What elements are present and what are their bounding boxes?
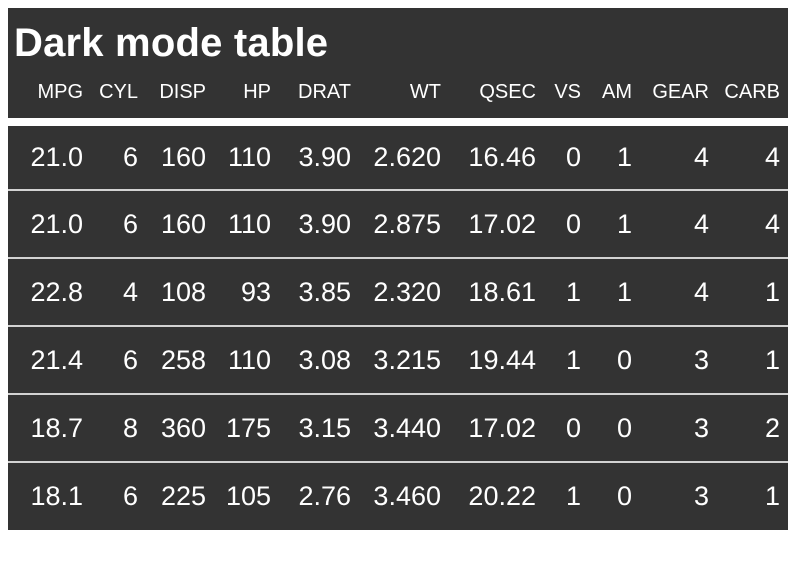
cell-hp: 110 [227,142,271,172]
table-row: 18.7 8 360 175 3.15 3.440 17.02 0 0 3 2 [8,393,788,462]
header-row: MPG CYL DISP HP DRAT WT QSEC VS AM GEAR CARB [8,68,788,126]
cell-hp: 175 [218,393,283,462]
cell-vs: 1 [548,461,593,530]
cell-mpg: 21.4 [8,325,95,394]
table-row: 18.1 6 225 105 2.76 3.460 20.22 1 0 3 1 [8,461,788,530]
cell-cyl: 6 [122,142,138,172]
cell-wt: 2.320 [363,257,453,326]
column-header-cyl: CYL [95,68,150,126]
cell-hp: 110 [218,189,283,258]
cell-wt: 2.620 [373,142,441,172]
cell-mpg: 18.7 [8,393,95,462]
column-header-disp: DISP [150,68,218,126]
cell-disp: 225 [150,461,218,530]
cell-vs: 0 [548,393,593,462]
cell-disp: 360 [150,393,218,462]
cell-am: 0 [593,461,644,530]
cell-qsec: 16.46 [468,142,536,172]
cell-carb: 1 [721,257,788,326]
cell-carb: 1 [721,325,788,394]
cell-qsec: 19.44 [453,325,548,394]
data-table: MPG CYL DISP HP DRAT WT QSEC VS AM GEAR CARB 21.0 6 1… [8,68,788,530]
cell-cyl: 6 [95,325,150,394]
cell-am: 0 [593,393,644,462]
cell-wt: 3.440 [363,393,453,462]
cell-drat: 3.90 [283,189,363,258]
column-header-vs: VS [548,68,593,126]
cell-hp: 105 [218,461,283,530]
cell-qsec: 18.61 [453,257,548,326]
cell-disp: 160 [160,142,206,172]
cell-cyl: 6 [95,461,150,530]
column-header-mpg: MPG [8,68,95,126]
cell-carb: 4 [721,189,788,258]
cell-drat: 3.08 [283,325,363,394]
cell-drat: 3.85 [283,257,363,326]
cell-wt: 2.875 [363,189,453,258]
column-header-drat: DRAT [283,68,363,126]
cell-wt: 3.460 [363,461,453,530]
column-header-wt: WT [363,68,453,126]
cell-cyl: 6 [95,189,150,258]
cell-carb: 2 [721,393,788,462]
cell-qsec: 20.22 [453,461,548,530]
cell-cyl: 8 [95,393,150,462]
cell-hp: 93 [218,257,283,326]
cell-wt: 3.215 [363,325,453,394]
cell-mpg: 18.1 [8,461,95,530]
cell-drat: 3.15 [283,393,363,462]
cell-disp: 160 [150,189,218,258]
cell-mpg: 21.0 [30,142,83,172]
cell-cyl: 4 [95,257,150,326]
cell-vs: 0 [565,142,581,172]
column-header-hp: HP [218,68,283,126]
cell-hp: 110 [218,325,283,394]
cell-vs: 0 [548,189,593,258]
cell-mpg: 22.8 [8,257,95,326]
cell-vs: 1 [548,257,593,326]
cell-qsec: 17.02 [453,393,548,462]
page-title: Dark mode table [14,21,329,65]
cell-drat: 2.76 [283,461,363,530]
cell-am: 1 [593,257,644,326]
cell-gear: 4 [644,189,721,258]
column-header-qsec: QSEC [453,68,548,126]
cell-vs: 1 [548,325,593,394]
column-header-am: AM [593,68,644,126]
cell-gear: 3 [644,325,721,394]
cell-disp: 108 [150,257,218,326]
cell-carb: 1 [721,461,788,530]
cell-gear: 4 [644,257,721,326]
table-row: 22.8 4 108 93 3.85 2.320 18.61 1 1 4 1 [8,257,788,326]
table-row: 21.0 6 160 110 3.90 2.875 17.02 0 1 4 4 [8,189,788,258]
cell-am: 1 [616,142,632,172]
table-row: 21.4 6 258 110 3.08 3.215 19.44 1 0 3 1 [8,325,788,394]
cell-drat: 3.90 [298,142,351,172]
cell-carb: 4 [764,142,780,172]
cell-gear: 4 [693,142,709,172]
dark-table-card: Dark mode table MPG CYL DISP HP DRAT WT QSEC VS… [8,8,788,530]
cell-gear: 3 [644,461,721,530]
column-header-carb: CARB [721,68,788,126]
table-row: 21.0 6 160 110 3.90 2.620 16.46 0 1 4 4 [8,122,788,190]
cell-am: 0 [593,325,644,394]
column-header-gear: GEAR [644,68,721,126]
cell-disp: 258 [150,325,218,394]
cell-qsec: 17.02 [453,189,548,258]
cell-gear: 3 [644,393,721,462]
cell-mpg: 21.0 [8,189,95,258]
cell-am: 1 [593,189,644,258]
